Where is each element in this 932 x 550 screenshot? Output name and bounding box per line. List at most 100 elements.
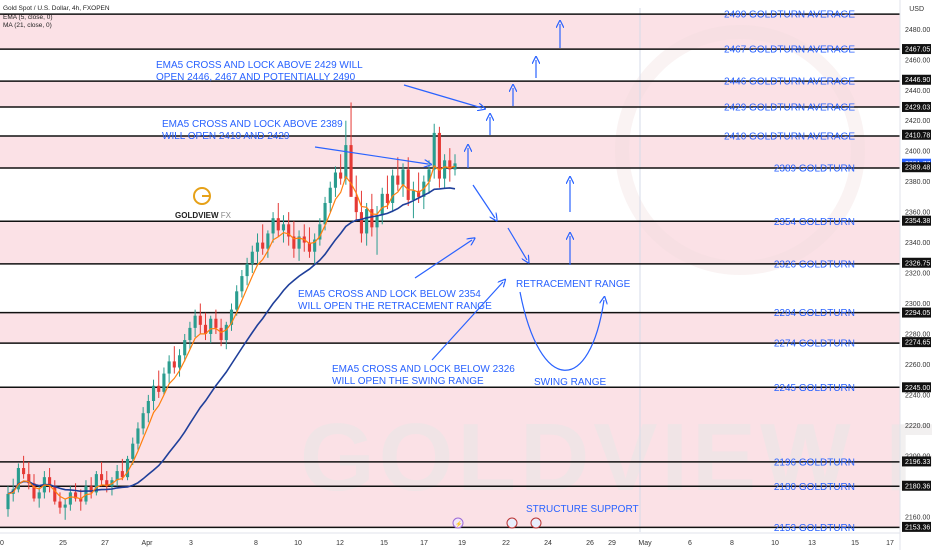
- date-tick-label: 17: [886, 540, 894, 547]
- candle-body: [214, 318, 218, 328]
- candle-body: [177, 355, 182, 368]
- candle-body: [6, 493, 10, 510]
- price-tick-label: 2440.00: [905, 88, 930, 95]
- candle-body: [245, 263, 249, 277]
- annotation-text: WILL OPEN THE RETRACEMENT RANGE: [298, 301, 492, 312]
- candle-body: [354, 196, 358, 213]
- event-lightning-icon: [452, 517, 464, 529]
- candle-body: [68, 492, 72, 505]
- currency-label: USD: [909, 6, 924, 13]
- price-level-tag-text: 2429.03: [905, 104, 930, 111]
- candle-body: [411, 190, 415, 200]
- price-level-tag-text: 2446.90: [905, 77, 930, 84]
- candle-body: [261, 242, 265, 249]
- price-tick-label: 2340.00: [905, 240, 930, 247]
- date-tick-label: 27: [101, 540, 109, 547]
- symbol-title: Gold Spot / U.S. Dollar, 4h, FXOPEN: [3, 5, 110, 12]
- annotation-text: EMA5 CROSS AND LOCK ABOVE 2429 WILL: [156, 60, 363, 71]
- candle-body: [151, 385, 156, 401]
- zone-band: [0, 81, 900, 108]
- annotation-text: EMA5 CROSS AND LOCK BELOW 2354: [298, 289, 481, 300]
- candle-body: [307, 242, 312, 252]
- candle-body: [167, 361, 171, 374]
- date-tick-label: 26: [586, 540, 594, 547]
- date-tick-label: 8: [730, 540, 734, 547]
- candle-body: [349, 145, 353, 197]
- price-tick-label: 2240.00: [905, 392, 930, 399]
- date-tick-label: 24: [544, 540, 552, 547]
- candle-body: [79, 498, 83, 502]
- annotation-pointer: [414, 240, 472, 279]
- structure-support-label: STRUCTURE SUPPORT: [526, 504, 639, 515]
- candle-body: [313, 239, 317, 252]
- price-level-tag-text: 2467.05: [905, 47, 930, 54]
- date-tick-label: 10: [771, 540, 779, 547]
- price-level-tag: [902, 162, 931, 173]
- candle-body: [281, 224, 286, 231]
- date-tick-label: 15: [851, 540, 859, 547]
- watermark-text: GOLDVIEW FX: [300, 404, 932, 511]
- price-level-tag: [902, 44, 931, 55]
- date-tick-label: 3: [189, 540, 193, 547]
- zone-band: [0, 312, 900, 344]
- annotation-text: WILL OPEN THE SWING RANGE: [332, 376, 484, 387]
- date-tick-label: 13: [808, 540, 816, 547]
- candle-body: [27, 474, 31, 484]
- candle-body: [183, 340, 187, 356]
- candle-body: [120, 471, 124, 478]
- ema-legend[interactable]: EMA (5, close, 0): [3, 14, 53, 21]
- price-tick-label: 2220.00: [905, 423, 930, 430]
- candle-body: [16, 468, 20, 490]
- candle-body: [391, 175, 395, 203]
- annotation-pointer: [403, 84, 482, 108]
- date-tick-label: 10: [294, 540, 302, 547]
- candle-body: [323, 202, 327, 225]
- goldturn-label: 2326 GOLDTURN: [774, 259, 855, 270]
- candle-body: [344, 145, 348, 179]
- date-tick-label: 12: [336, 540, 344, 547]
- goldturn-label: 2180 GOLDTURN: [774, 482, 855, 493]
- date-tick-label: 25: [59, 540, 67, 547]
- candle-body: [146, 401, 150, 414]
- goldview-logo-text: GOLDVIEW FX: [175, 211, 232, 220]
- ema5-line: [7, 164, 456, 500]
- candle-body: [417, 190, 421, 197]
- candle-body: [297, 236, 301, 249]
- price-level-tag: [902, 215, 931, 226]
- candle-body: [105, 480, 109, 487]
- candle-body: [89, 486, 93, 493]
- ma-legend[interactable]: MA (21, close, 0): [3, 22, 52, 29]
- candle-body: [333, 172, 338, 188]
- date-tick-label: May: [638, 540, 652, 547]
- goldturn-label: 2446 GOLDTURN AVERAGE: [724, 77, 855, 88]
- candle-body: [84, 486, 88, 502]
- price-tick-label: 2480.00: [905, 27, 930, 34]
- price-tick-label: 2300.00: [905, 301, 930, 308]
- candle-body: [94, 474, 98, 493]
- retracement-range-label: RETRACEMENT RANGE: [516, 279, 631, 290]
- goldturn-label: 2490 GOLDTURN AVERAGE: [724, 10, 855, 21]
- goldturn-label: 2153 GOLDTURN: [774, 523, 855, 534]
- candle-body: [198, 315, 202, 325]
- goldturn-label: 2196 GOLDTURN: [774, 457, 855, 468]
- candle-body: [370, 209, 374, 228]
- lightning-glyph: ⚡: [455, 520, 462, 528]
- candle-body: [380, 193, 384, 216]
- candle-body: [359, 212, 364, 234]
- candle-body: [193, 315, 197, 328]
- candle-body: [141, 413, 145, 429]
- down-arrow: [472, 184, 495, 218]
- date-tick-label: 29: [608, 540, 616, 547]
- candle-body: [131, 443, 135, 459]
- candle-body: [22, 468, 26, 475]
- annotation-text: OPEN 2446, 2467 AND POTENTIALLY 2490: [156, 72, 356, 83]
- price-level-tag-text: 2274.65: [905, 340, 930, 347]
- goldturn-label: 2245 GOLDTURN: [774, 383, 855, 394]
- goldturn-label: 2294 GOLDTURN: [774, 308, 855, 319]
- annotation-pointer: [431, 282, 503, 361]
- candle-body: [443, 160, 447, 179]
- annotation-text: EMA5 CROSS AND LOCK ABOVE 2389: [162, 119, 343, 130]
- candle-body: [63, 504, 67, 508]
- us-flag-icon: [506, 517, 518, 529]
